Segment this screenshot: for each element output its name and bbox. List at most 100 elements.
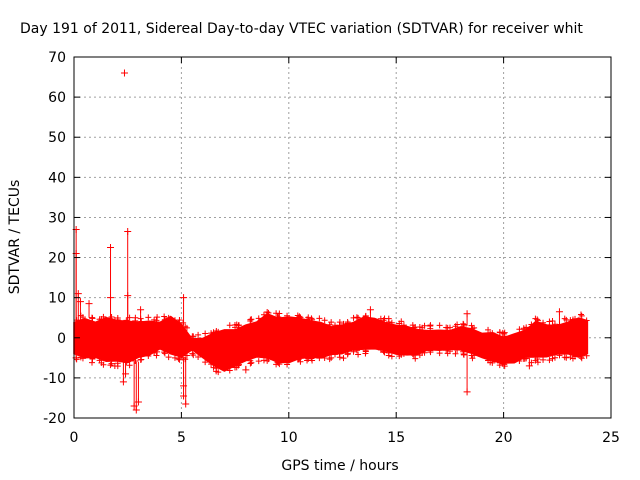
x-tick-label: 15 [387,430,405,446]
data-point [126,362,133,369]
x-tick-labels: 0 5 10 15 20 25 [70,430,620,446]
data-point [400,350,407,357]
data-point [215,328,222,335]
data-point [190,352,197,359]
spike-point [122,370,130,378]
data-point [161,313,168,320]
x-axis-label: GPS time / hours [281,458,398,474]
data-point [380,348,387,355]
data-point [523,324,530,331]
data-point [362,350,369,357]
y-tick-label: 50 [48,130,66,146]
data-point [409,351,416,358]
data-point [153,352,160,359]
data-point [137,356,144,363]
data-point [189,350,196,357]
spike-point [107,294,115,302]
y-tick-label: -20 [43,411,66,427]
spike-point [74,290,82,298]
data-point [171,354,178,361]
data-point [501,361,508,368]
data-point [275,314,282,321]
data-point [336,319,343,326]
data-point [427,325,434,332]
data-point [353,347,360,354]
data-point [308,315,315,322]
spike-point [124,292,132,300]
data-point [471,324,478,331]
data-point [578,311,585,318]
data-point [304,357,311,364]
data-point [516,358,523,365]
data-point [332,351,339,358]
data-point [265,309,272,316]
data-point [297,314,304,321]
data-point [344,350,351,357]
data-point [416,323,423,330]
data-point [534,359,541,366]
data-point [175,355,182,362]
data-point [523,355,530,362]
data-point [195,354,202,361]
data-point [350,348,357,355]
data-point [377,315,384,322]
data-point [549,355,556,362]
y-tick-label: 40 [48,170,66,186]
data-point [487,330,494,337]
data-point [215,369,222,376]
data-point [340,320,347,327]
data-point [183,324,190,331]
data-point [396,320,403,327]
data-point [309,316,316,323]
data-point [235,361,242,368]
data-point [154,348,161,355]
data-point [153,317,160,324]
data-point [114,316,121,323]
data-point [161,316,168,323]
data-point [540,356,547,363]
data-point [326,356,333,363]
data-point [578,353,585,360]
data-point [546,318,553,325]
data-point [388,319,395,326]
y-tick-label: 70 [48,50,66,66]
data-point [578,355,585,362]
data-point [534,317,541,324]
data-point [195,331,202,338]
y-tick-labels: -20 -10 0 10 20 30 40 50 60 70 [43,50,66,427]
data-points [72,69,590,414]
spike-point [137,306,145,314]
data-point [516,326,523,333]
data-point [235,362,242,369]
data-point [308,355,315,362]
data-point [226,322,233,329]
data-point [549,318,556,325]
data-point [145,314,152,321]
data-point [255,358,262,365]
data-point [176,356,183,363]
data-point [410,352,417,359]
data-point [421,322,428,329]
data-point [534,355,541,362]
data-point [421,349,428,356]
data-point [344,320,351,327]
data-point [123,317,130,324]
chart-title: Day 191 of 2011, Sidereal Day-to-day VTE… [20,21,583,37]
spike-point [85,300,93,308]
data-point [145,353,152,360]
data-point [88,314,95,321]
data-point [496,329,503,336]
data-point [114,360,121,367]
data-point [190,333,197,340]
y-tick-label: 0 [57,331,66,347]
data-point [328,354,335,361]
data-point [260,311,267,318]
data-point [321,317,328,324]
data-point [297,358,304,365]
data-point [165,354,172,361]
x-tick-label: 0 [70,430,79,446]
data-point [436,322,443,329]
data-point [561,315,568,322]
spike-point [119,378,127,386]
y-tick-label: -10 [43,371,66,387]
